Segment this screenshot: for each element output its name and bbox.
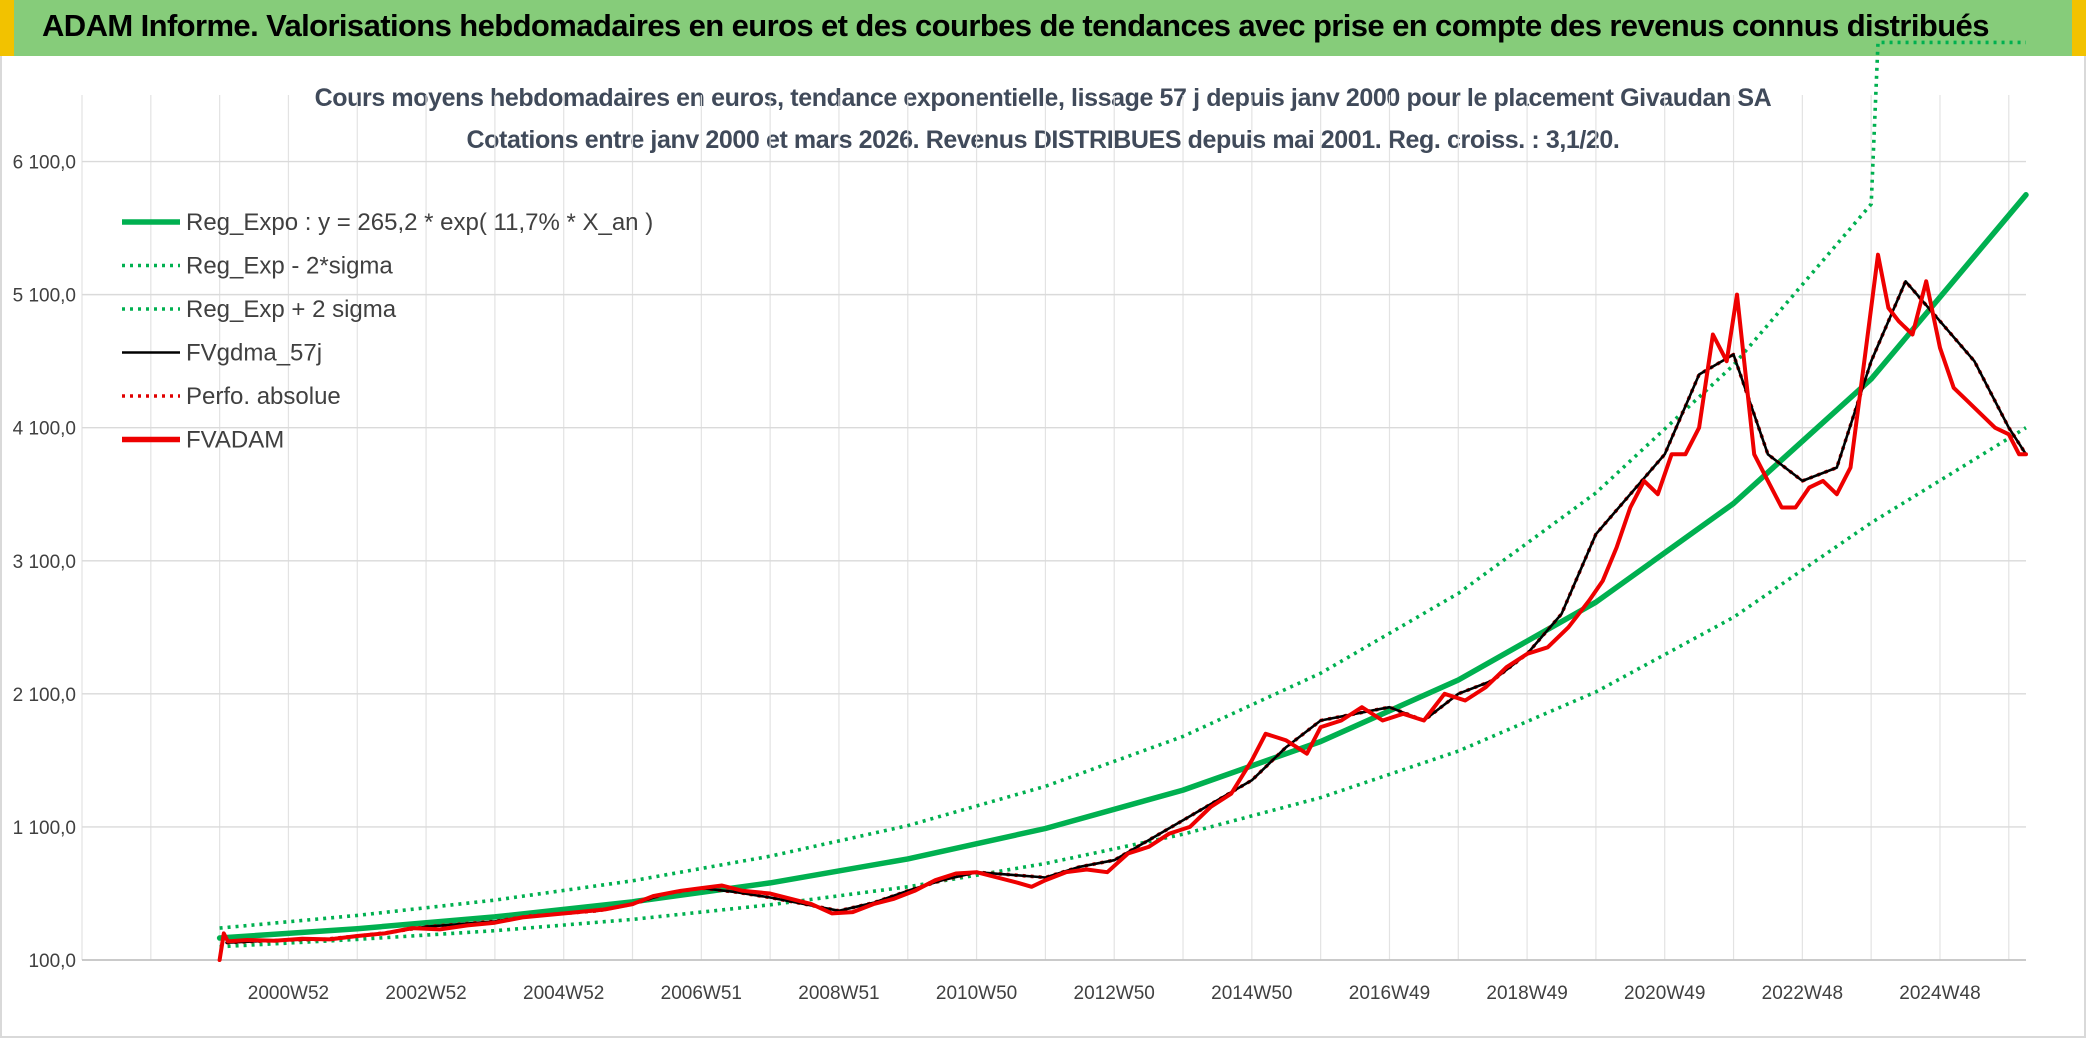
series-line-3	[225, 280, 2028, 944]
x-tick-label: 2014W50	[1211, 983, 1292, 1004]
y-tick-label: 3 100,0	[13, 552, 76, 573]
banner: ADAM Informe. Valorisations hebdomadaire…	[0, 0, 2086, 56]
x-tick-label: 2006W51	[661, 983, 742, 1004]
y-tick-label: 2 100,0	[13, 685, 76, 706]
legend-label: Reg_Exp + 2 sigma	[186, 296, 397, 323]
x-tick-label: 2022W48	[1762, 983, 1843, 1004]
legend-label: FVADAM	[186, 427, 284, 454]
chart-subtitle: Cotations entre janv 2000 et mars 2026. …	[466, 126, 1620, 154]
x-tick-label: 2004W52	[523, 983, 604, 1004]
x-tick-label: 2008W51	[798, 983, 879, 1004]
legend-label: Reg_Expo : y = 265,2 * exp( 11,7% * X_an…	[186, 209, 653, 236]
series-line-1	[219, 426, 2027, 949]
x-tick-label: 2016W49	[1349, 983, 1430, 1004]
y-tick-label: 1 100,0	[13, 818, 76, 839]
legend-label: Perfo. absolue	[186, 383, 341, 410]
x-tick-label: 2018W49	[1486, 983, 1567, 1004]
banner-title: ADAM Informe. Valorisations hebdomadaire…	[42, 8, 1989, 43]
legend-label: Reg_Exp - 2*sigma	[186, 253, 393, 280]
x-tick-label: 2020W49	[1624, 983, 1705, 1004]
banner-fill	[14, 0, 2072, 56]
y-tick-label: 4 100,0	[13, 419, 76, 440]
x-tick-label: 2000W52	[248, 983, 329, 1004]
x-tick-label: 2024W48	[1899, 983, 1980, 1004]
y-tick-label: 100,0	[28, 951, 76, 972]
x-tick-label: 2012W50	[1074, 983, 1155, 1004]
chart-title: Cours moyens hebdomadaires en euros, ten…	[314, 84, 1772, 112]
series-line-4	[226, 279, 2028, 945]
x-tick-label: 2010W50	[936, 983, 1017, 1004]
y-tick-label: 5 100,0	[13, 286, 76, 307]
x-tick-label: 2002W52	[385, 983, 466, 1004]
series-line-0	[216, 192, 2029, 941]
series-line-2	[219, 40, 2026, 930]
series-line-5	[217, 252, 2028, 962]
legend-label: FVgdma_57j	[186, 340, 322, 367]
y-tick-label: 6 100,0	[13, 153, 76, 174]
